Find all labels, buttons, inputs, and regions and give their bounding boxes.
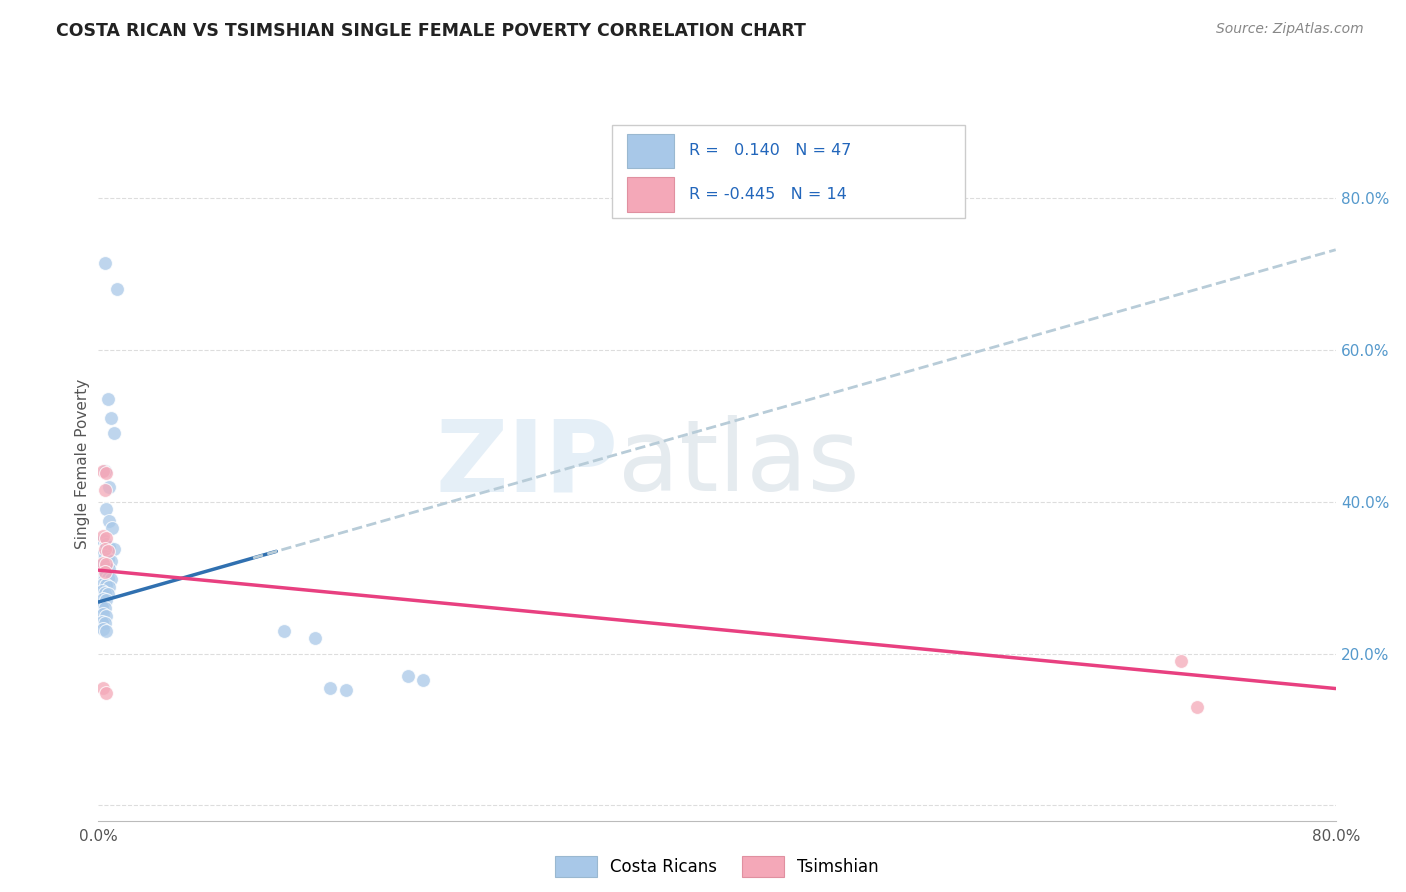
Point (98, 561, 121, 575)
Point (96, 466, 118, 480)
Text: ZIP: ZIP (436, 416, 619, 512)
Point (335, 683, 357, 698)
Point (97, 544, 120, 558)
Point (93, 549, 115, 564)
Point (93, 616, 115, 631)
Text: R = -0.445   N = 14: R = -0.445 N = 14 (689, 187, 846, 202)
Point (93, 601, 115, 615)
Point (97, 587, 120, 601)
Point (90, 615, 112, 629)
Point (91, 533, 114, 547)
Point (304, 632, 326, 646)
Point (96, 557, 118, 571)
Point (91, 557, 114, 571)
FancyBboxPatch shape (627, 134, 673, 168)
Point (93, 586, 115, 600)
Text: COSTA RICAN VS TSIMSHIAN SINGLE FEMALE POVERTY CORRELATION CHART: COSTA RICAN VS TSIMSHIAN SINGLE FEMALE P… (56, 22, 806, 40)
Point (96, 536, 118, 550)
Point (96, 531, 118, 545)
Point (97, 551, 120, 566)
Point (1185, 699, 1208, 714)
Text: R =   0.140   N = 47: R = 0.140 N = 47 (689, 144, 851, 159)
Point (90, 548, 112, 562)
Point (96, 624, 118, 638)
Point (91, 556, 114, 570)
Point (97, 571, 120, 585)
Point (100, 572, 122, 586)
Point (93, 565, 115, 579)
Point (98, 514, 121, 528)
Point (93, 465, 115, 479)
Point (91, 529, 114, 543)
Point (319, 681, 342, 695)
Point (90, 566, 112, 581)
Point (396, 669, 419, 683)
Point (90, 599, 112, 614)
Point (96, 686, 118, 700)
Point (91, 576, 114, 591)
Point (96, 502, 118, 516)
Point (96, 578, 118, 592)
Point (96, 559, 118, 574)
Point (91, 591, 114, 606)
Point (101, 521, 124, 535)
Point (93, 483, 115, 498)
Point (100, 554, 122, 568)
Point (412, 673, 434, 688)
Point (98, 541, 121, 555)
Point (90, 584, 112, 599)
FancyBboxPatch shape (627, 178, 673, 211)
Point (91, 607, 114, 622)
Point (91, 465, 114, 479)
Text: atlas: atlas (619, 416, 859, 512)
Legend: Costa Ricans, Tsimshian: Costa Ricans, Tsimshian (555, 856, 879, 877)
Text: Source: ZipAtlas.com: Source: ZipAtlas.com (1216, 22, 1364, 37)
Point (100, 411, 122, 425)
Point (103, 541, 125, 556)
Point (93, 569, 115, 583)
Point (273, 624, 295, 638)
Point (93, 255, 115, 269)
Point (98, 480, 121, 494)
Point (96, 593, 118, 607)
Point (1170, 654, 1192, 668)
Point (91, 681, 114, 695)
Point (103, 426, 125, 441)
FancyBboxPatch shape (612, 125, 965, 218)
Point (97, 392, 120, 407)
Point (91, 623, 114, 637)
Point (96, 608, 118, 623)
Point (93, 541, 115, 556)
Y-axis label: Single Female Poverty: Single Female Poverty (75, 379, 90, 549)
Point (105, 282, 128, 296)
Point (98, 580, 121, 594)
